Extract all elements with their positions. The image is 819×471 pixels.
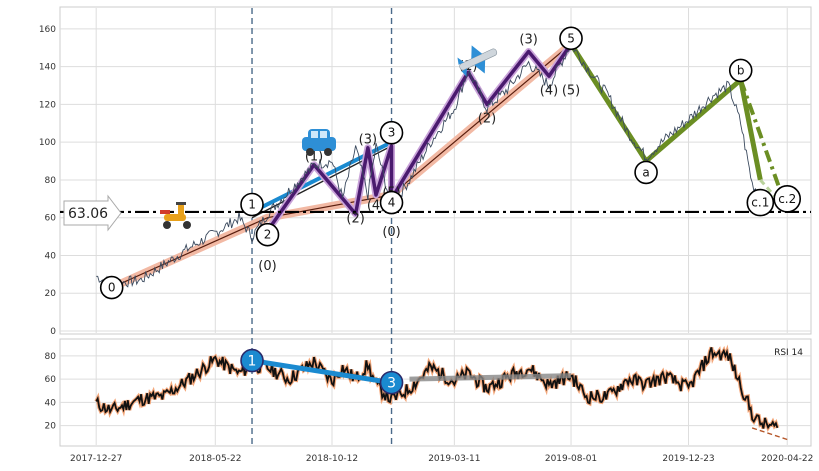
wave-label-circle [379, 190, 404, 215]
rsi-marker-label: 3 [387, 376, 396, 392]
price-callout: 63.06 [63, 194, 122, 232]
wave-overlays [107, 40, 790, 292]
rsi-y-tick-label: 80 [45, 352, 57, 362]
wave-label-text: (0) [258, 259, 276, 274]
grid-layer [60, 8, 811, 445]
wave-label-circle [559, 26, 583, 51]
price-y-tick-label: 160 [39, 25, 56, 35]
wave-label-text: c.1 [751, 196, 769, 210]
price-y-tick-label: 60 [45, 214, 57, 224]
wave-label-text: (2) [346, 212, 364, 227]
wave-label-circle [773, 185, 802, 213]
scooter-icon [160, 202, 191, 229]
price-y-tick-label: 20 [45, 289, 57, 299]
x-tick-label: 2018-05-22 [189, 454, 241, 464]
wave-label-text: 2 [264, 228, 272, 242]
callout-arrow-shape [63, 194, 122, 232]
wave-label-text: b [737, 63, 745, 77]
rsi-y-tick-labels: 20 40 60 80 [45, 352, 57, 432]
price-series [96, 42, 778, 290]
wave-label-circle [379, 120, 404, 145]
x-tick-label: 2019-12-23 [662, 454, 714, 464]
car-icon [302, 129, 336, 156]
rsi-divergence-line [251, 358, 392, 386]
wave-label-text: (0) [382, 225, 400, 240]
wave-label-circle [728, 58, 753, 83]
wave-label-circle [255, 222, 280, 247]
price-y-tick-label: 80 [45, 176, 57, 186]
rsi-trend-line [409, 373, 572, 382]
purple-wave-segment-2 [390, 43, 573, 200]
x-tick-label: 2019-08-01 [545, 454, 597, 464]
corrective-wave-projection [738, 79, 790, 211]
x-tick-labels: 2017-12-27 2018-05-22 2018-10-12 2019-03-11… [70, 454, 813, 464]
rsi-line [95, 347, 779, 430]
x-tick-label: 2020-04-22 [761, 454, 813, 464]
wave-label-text: c.2 [778, 192, 796, 206]
price-y-tick-labels: 0 20 40 60 80 100 120 140 160 [39, 25, 56, 337]
wave-label-text: a [642, 165, 649, 179]
rsi-projection-line [751, 427, 788, 441]
rsi-panel [59, 338, 812, 447]
airplane-icon [457, 45, 498, 77]
wave-label-circle [99, 275, 124, 300]
price-y-tick-label: 140 [39, 63, 56, 73]
wave-label-text: 4 [388, 196, 396, 210]
trend-line [111, 43, 572, 289]
wave-label-text: (3) [359, 132, 377, 147]
wave-label-text: (4) [540, 83, 558, 98]
wave-label-text: 5 [567, 31, 575, 45]
price-panel [59, 6, 812, 335]
price-line [96, 42, 778, 290]
wave-label-circle [240, 192, 264, 217]
wave-labels: 012(0)(1)(2)(3)(4)3(5)4(0)(1)(2)(3)(4)5(… [99, 26, 802, 300]
wave-label-text: 3 [388, 126, 396, 140]
x-tick-label: 2017-12-27 [70, 454, 122, 464]
rsi-y-tick-label: 40 [45, 398, 57, 408]
rsi-series [94, 344, 780, 433]
rsi-overlays [251, 358, 788, 441]
price-y-tick-label: 120 [39, 100, 56, 110]
wave-label-text: (3) [519, 32, 537, 47]
wave-label-circle [634, 160, 658, 185]
x-tick-label: 2019-03-11 [428, 454, 480, 464]
rsi-y-tick-label: 60 [45, 375, 57, 385]
rsi-y-tick-label: 20 [45, 422, 57, 432]
x-tick-label: 2018-10-12 [306, 454, 358, 464]
rsi-markers: 13 [240, 348, 404, 395]
price-y-tick-label: 40 [45, 251, 57, 261]
rsi-marker-label: 1 [248, 354, 257, 370]
price-y-tick-label: 100 [39, 138, 56, 148]
wave-label-text: 0 [108, 281, 116, 295]
wave-label-text: (5) [562, 83, 580, 98]
wave-label-circle [746, 188, 775, 217]
callout-value: 63.06 [68, 206, 108, 222]
corrective-wave [568, 42, 763, 181]
wave-label-text: 1 [248, 197, 256, 211]
purple-wave-segment [266, 144, 394, 232]
rsi-title: RSI 14 [774, 348, 803, 358]
price-y-tick-label: 0 [50, 327, 56, 337]
rsi-marker-circle [240, 348, 264, 373]
wave-label-text: (2) [478, 112, 496, 127]
rsi-marker-circle [379, 370, 404, 395]
